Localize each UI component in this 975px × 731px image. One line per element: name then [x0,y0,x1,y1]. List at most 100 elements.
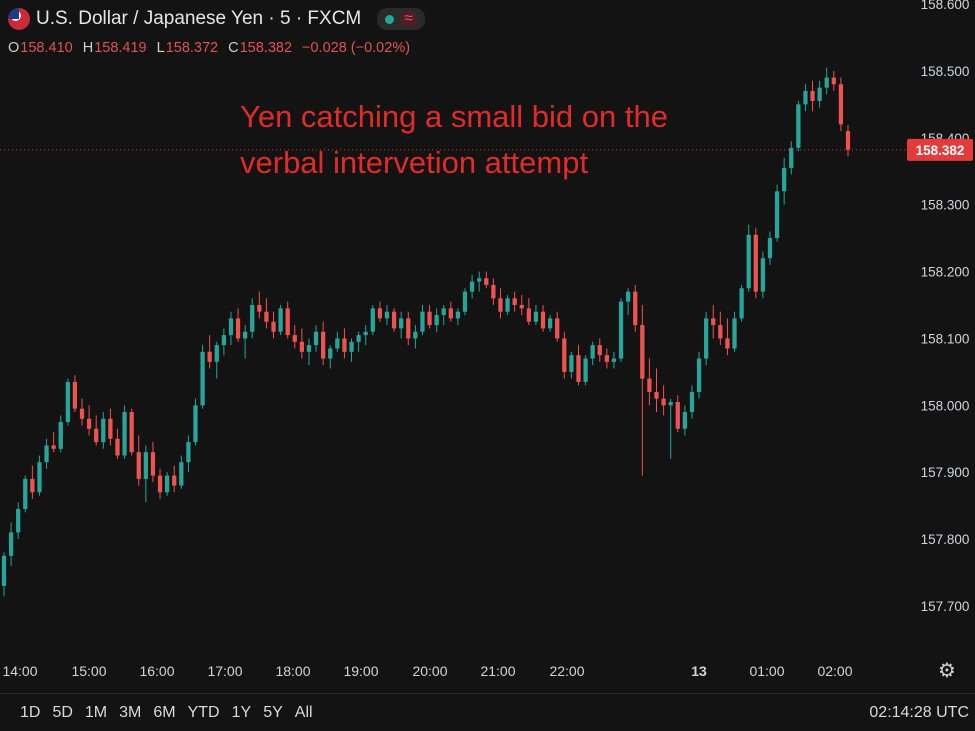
candle-body [193,405,198,443]
candle-body [668,401,673,406]
bottom-toolbar: 1D 5D 1M 3M 6M YTD 1Y 5Y All 02:14:28 UTC [0,693,975,731]
candle-body [711,318,716,326]
us-flag-icon [8,8,30,30]
candle-body [647,378,652,392]
candle-body [391,311,397,329]
candle-body [271,321,276,332]
candle-body [108,418,113,439]
current-price-label-bg [907,138,973,161]
candle-body [51,445,56,449]
x-tick-label: 13 [691,663,707,679]
candle-body [831,77,836,85]
candle-body [356,335,361,342]
symbol-title[interactable]: U.S. Dollar / Japanese Yen · 5 · FXCM [36,8,362,29]
candle-body [739,288,744,319]
candle-body [704,318,709,359]
candle-body [16,509,21,533]
y-tick-label: 158.100 [921,331,970,346]
candle-body [569,355,574,372]
range-button-5d[interactable]: 5D [52,703,73,721]
candle-body [491,284,496,299]
candle-body [732,318,737,349]
range-button-1y[interactable]: 1Y [231,703,252,721]
x-tick-label: 19:00 [343,663,378,679]
candle-body [200,351,205,406]
high-value: H158.419 [82,40,147,56]
candle-body [157,475,163,493]
candle-body [228,318,234,336]
candle-body [817,87,822,101]
candle-body [774,191,780,239]
candle-body [143,452,148,479]
wave-icon: ≈ [400,11,418,27]
candle-body [243,331,248,339]
candle-body [79,408,85,419]
candle-body [512,298,517,305]
y-tick-label: 158.500 [921,64,970,79]
candle-body [101,418,106,443]
candle-body [1,555,7,586]
candle-body [838,84,844,125]
range-button-1m[interactable]: 1M [84,703,108,721]
candle-body [533,311,539,322]
candle-body [753,234,758,292]
candle-body [618,301,624,359]
candle-body [462,291,468,312]
range-button-ytd[interactable]: YTD [187,703,220,721]
candle-body [505,298,510,312]
candle-body [682,412,688,429]
y-tick-label: 158.000 [921,398,970,413]
market-status-pill[interactable]: ≈ [377,8,426,30]
ohlc-legend: O158.410 H158.419 L158.372 C158.382 −0.0… [8,40,410,56]
x-tick-label: 20:00 [412,663,447,679]
chart-annotation-text: Yen catching a small bid on the verbal i… [240,99,668,180]
candle-body [611,358,617,362]
range-button-1d[interactable]: 1D [20,703,41,721]
candle-body [406,318,411,339]
open-value: O158.410 [8,40,73,56]
range-button-6m[interactable]: 6M [153,703,176,721]
market-open-dot-icon [385,14,395,24]
candle-body [8,532,14,556]
candle-body [782,167,787,192]
candle-body [328,348,333,359]
candle-body [94,428,99,443]
candle-body [335,338,340,349]
range-selector: 1D 5D 1M 3M 6M YTD 1Y 5Y All [20,704,313,722]
candle-body [654,391,659,399]
gear-icon[interactable]: ⚙ [938,660,956,682]
range-button-5y[interactable]: 5Y [263,703,283,721]
candle-body [661,398,666,406]
candle-body [122,412,127,456]
candle-body [626,291,631,302]
candle-body [207,351,212,362]
candle-body [136,452,141,479]
candle-body [278,308,283,332]
candle-body [803,90,808,105]
x-tick-label: 21:00 [480,663,515,679]
candle-body [498,298,503,312]
candle-body [164,475,170,493]
range-button-all[interactable]: All [294,703,313,721]
range-button-3m[interactable]: 3M [119,703,142,721]
candle-body [767,238,773,259]
candle-body [696,358,702,392]
candle-body [484,278,489,285]
change-value: −0.028 (−0.02%) [302,40,411,56]
candle-body [58,422,63,449]
candle-body [427,311,432,326]
candle-body [129,412,134,453]
candle-body [384,311,390,319]
candle-body [250,305,255,332]
utc-clock[interactable]: 02:14:28 UTC [869,703,969,721]
x-tick-label: 01:00 [749,663,784,679]
candle-body [583,358,588,382]
candle-body [257,305,262,312]
candle-body [689,391,695,413]
y-tick-label: 158.200 [921,265,970,280]
candle-body [413,331,418,339]
y-tick-label: 157.800 [921,532,970,547]
candle-body [172,475,177,486]
candle-body [420,311,425,332]
